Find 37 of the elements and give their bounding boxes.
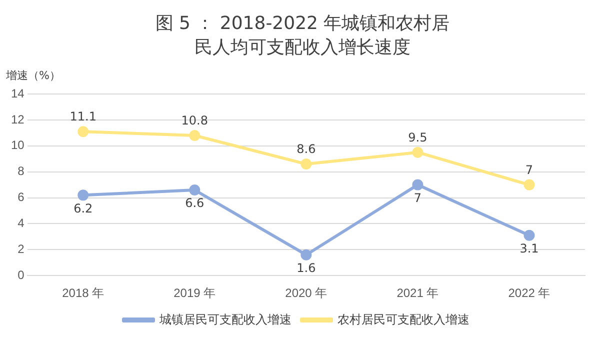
- x-tick-label: 2018 年: [62, 286, 104, 300]
- data-label: 6.2: [74, 201, 93, 216]
- y-tick-label: 8: [18, 164, 25, 178]
- data-label: 10.8: [181, 114, 208, 128]
- legend-label: 农村居民可支配收入增速: [338, 312, 470, 326]
- data-label: 3.1: [520, 242, 539, 256]
- x-tick-label: 2022 年: [508, 286, 550, 300]
- point: [189, 184, 200, 196]
- x-tick-label: 2020 年: [285, 286, 328, 300]
- point: [78, 126, 89, 138]
- data-label: 1.6: [296, 260, 316, 275]
- data-label: 11.1: [70, 110, 96, 124]
- y-tick-label: 2: [18, 242, 25, 256]
- data-label: 6.6: [185, 196, 204, 210]
- chart-title: 图 5 ： 2018-2022 年城镇和农村居民人均可支配收入增长速度: [154, 12, 451, 60]
- data-label: 7: [525, 162, 534, 177]
- x-tick-label: 2019 年: [174, 286, 216, 300]
- point: [189, 130, 200, 142]
- legend-label: 城镇居民可支配收入增速: [158, 312, 292, 326]
- y-tick-label: 4: [18, 216, 25, 230]
- point: [412, 146, 424, 158]
- y-axis-title: 增速（%）: [5, 68, 60, 82]
- y-tick-label: 6: [18, 190, 25, 204]
- y-tick-label: 14: [10, 86, 25, 100]
- data-label: 8.6: [296, 142, 316, 156]
- point: [78, 190, 89, 201]
- y-tick-label: 12: [10, 112, 25, 126]
- y-tick-label: 0: [18, 268, 25, 282]
- x-tick-label: 2021 年: [396, 286, 439, 300]
- y-tick-label: 10: [10, 138, 25, 152]
- point: [412, 179, 424, 190]
- point: [300, 249, 312, 260]
- data-label: 9.5: [408, 130, 428, 144]
- point: [524, 179, 535, 190]
- point: [300, 158, 312, 170]
- data-label: 7: [414, 190, 422, 205]
- point: [524, 230, 535, 241]
